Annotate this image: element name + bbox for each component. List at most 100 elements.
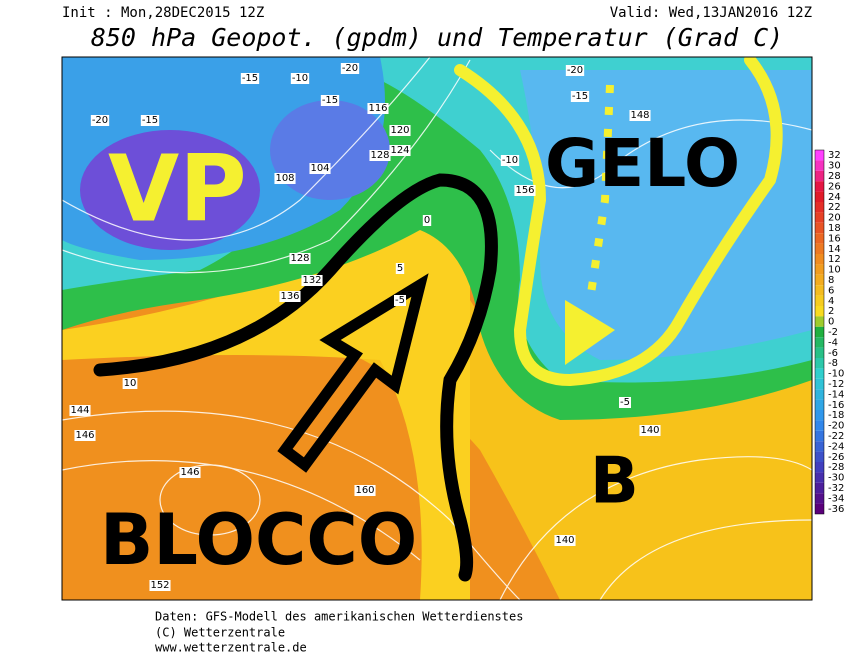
legend-label: -18: [828, 410, 844, 421]
contour-label: 132: [302, 275, 321, 286]
legend-swatch: [815, 337, 824, 348]
legend-label: -2: [828, 327, 838, 338]
map-title: 850 hPa Geopot. (gpdm) und Temperatur (G…: [91, 23, 783, 52]
contour-label: 148: [630, 110, 649, 121]
legend-swatch: [815, 274, 824, 286]
contour-label: 140: [555, 535, 574, 546]
legend-label: -36: [828, 504, 844, 515]
legend-swatch: [815, 306, 824, 317]
legend-label: -28: [828, 462, 844, 473]
legend-label: 26: [828, 181, 841, 192]
contour-label: 146: [180, 467, 199, 478]
contour-label: 140: [640, 425, 659, 436]
contour-label: 116: [368, 103, 387, 114]
contour-label: 108: [275, 173, 294, 184]
contour-label: 146: [75, 430, 94, 441]
contour-label-bg: [90, 115, 110, 126]
legend-swatch: [815, 222, 824, 234]
contour-label-bg: [301, 275, 323, 286]
contour-label-bg: [500, 155, 520, 166]
contour-label: -10: [502, 155, 518, 166]
legend-swatch: [815, 264, 824, 275]
legend-label: 22: [828, 202, 841, 213]
contour-label-bg: [369, 150, 391, 161]
contour-label-bg: [619, 397, 631, 408]
contour-label: -15: [242, 73, 258, 84]
contour-label-bg: [69, 405, 91, 416]
legend-swatch: [815, 462, 824, 473]
legend-swatch: [815, 285, 824, 296]
contour-label-bg: [422, 215, 432, 226]
legend-label: -10: [828, 369, 844, 380]
annotation-blocco: BLOCCO: [100, 499, 417, 581]
contour-label-bg: [389, 145, 411, 156]
legend-swatch: [815, 451, 824, 462]
legend-label: -4: [828, 337, 838, 348]
contour-label: 120: [390, 125, 409, 136]
legend-label: -30: [828, 473, 844, 484]
legend-swatch: [815, 399, 824, 410]
contour-label-bg: [629, 110, 651, 121]
footer-copyright: (C) Wetterzentrale: [155, 626, 285, 640]
annotation-vp: VP: [108, 135, 247, 242]
legend-swatch: [815, 202, 824, 213]
legend-frame: [814, 149, 825, 515]
legend-label: -8: [828, 358, 838, 369]
annotation-gelo: GELO: [545, 125, 740, 202]
legend-swatch: [815, 493, 824, 504]
legend-swatch: [815, 170, 824, 182]
contour-label-bg: [149, 580, 171, 591]
legend-swatch: [815, 181, 824, 192]
legend-swatch: [815, 326, 824, 338]
legend-swatch: [815, 295, 824, 306]
contour-label-bg: [240, 73, 260, 84]
contour-label-bg: [274, 173, 296, 184]
legend-label: -20: [828, 421, 844, 432]
contour-label-bg: [122, 378, 138, 389]
legend-swatch: [815, 389, 824, 400]
contour-label-bg: [395, 263, 405, 274]
contour-label: -20: [92, 115, 108, 126]
footer-url: www.wetterzentrale.de: [155, 641, 307, 655]
contour-label-bg: [290, 73, 310, 84]
map-frame: [61, 56, 813, 601]
contour-label-bg: [320, 95, 340, 106]
legend-label: -12: [828, 379, 844, 390]
contour-label: 128: [370, 150, 389, 161]
map: VP GELO B BLOCCO: [62, 57, 812, 600]
legend-label: -24: [828, 441, 844, 452]
contour-label-bg: [570, 91, 590, 102]
contour-label: 156: [515, 185, 534, 196]
contour-label-bg: [279, 291, 301, 302]
legend-label: 0: [828, 317, 834, 328]
legend-label: 24: [828, 192, 841, 203]
contour-label-bg: [289, 253, 311, 264]
legend-label: -32: [828, 483, 844, 494]
contour-label: 144: [70, 405, 89, 416]
contour-label: -5: [395, 295, 405, 306]
legend-swatch: [815, 503, 824, 514]
contour-label: 124: [390, 145, 409, 156]
init-time: Init : Mon,28DEC2015 12Z: [62, 5, 264, 21]
valid-time: Valid: Wed,13JAN2016 12Z: [610, 5, 812, 21]
legend-swatch: [815, 191, 824, 202]
contour-label: 136: [280, 291, 299, 302]
contour-label: -15: [142, 115, 158, 126]
contour-label: 128: [290, 253, 309, 264]
legend-label: 28: [828, 171, 841, 182]
contour-label-bg: [554, 535, 576, 546]
contour-label-bg: [514, 185, 536, 196]
legend-swatch: [815, 233, 824, 244]
contour-label-bg: [354, 485, 376, 496]
legend-label: 10: [828, 265, 841, 276]
legend-label: 6: [828, 285, 834, 296]
contour-label: 10: [124, 378, 137, 389]
contour-label: 104: [310, 163, 329, 174]
contour-label: -20: [567, 65, 583, 76]
legend-swatch: [815, 441, 824, 452]
contour-label-bg: [309, 163, 331, 174]
footer-source: Daten: GFS-Modell des amerikanischen Wet…: [155, 610, 523, 624]
legend-swatch: [815, 243, 824, 254]
legend-label: -6: [828, 348, 838, 359]
